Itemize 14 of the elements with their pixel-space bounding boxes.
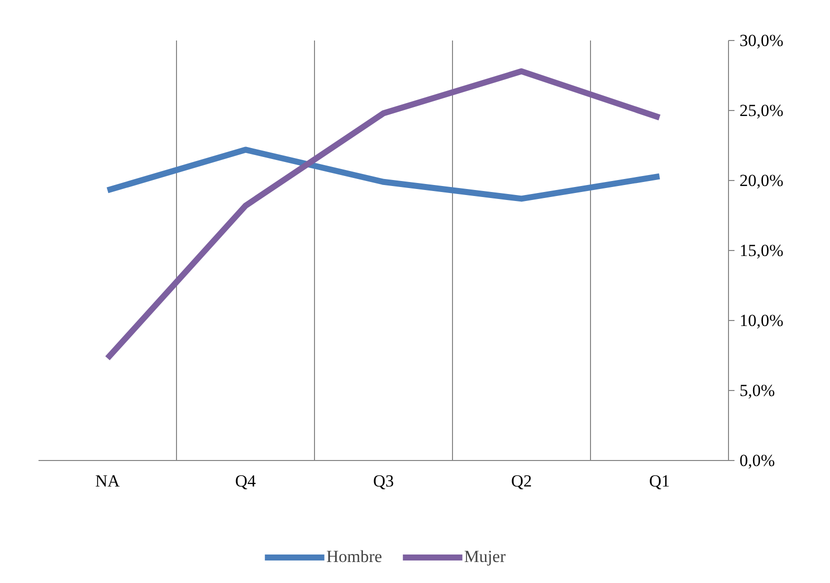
y-tick-label: 30,0%	[740, 31, 784, 50]
x-tick-label: Q2	[511, 472, 532, 490]
legend-label: Mujer	[464, 546, 506, 566]
x-tick-label: Q1	[649, 472, 670, 490]
x-tick-label: NA	[95, 472, 120, 490]
y-tick-label: 25,0%	[740, 101, 784, 120]
legend-label: Hombre	[326, 546, 382, 566]
y-tick-label: 20,0%	[740, 171, 784, 190]
y-tick-label: 0,0%	[740, 451, 775, 470]
x-tick-label: Q4	[235, 472, 256, 490]
y-tick-label: 10,0%	[740, 311, 784, 330]
y-tick-label: 15,0%	[740, 241, 784, 260]
y-tick-label: 5,0%	[740, 381, 775, 400]
x-tick-label: Q3	[373, 472, 394, 490]
